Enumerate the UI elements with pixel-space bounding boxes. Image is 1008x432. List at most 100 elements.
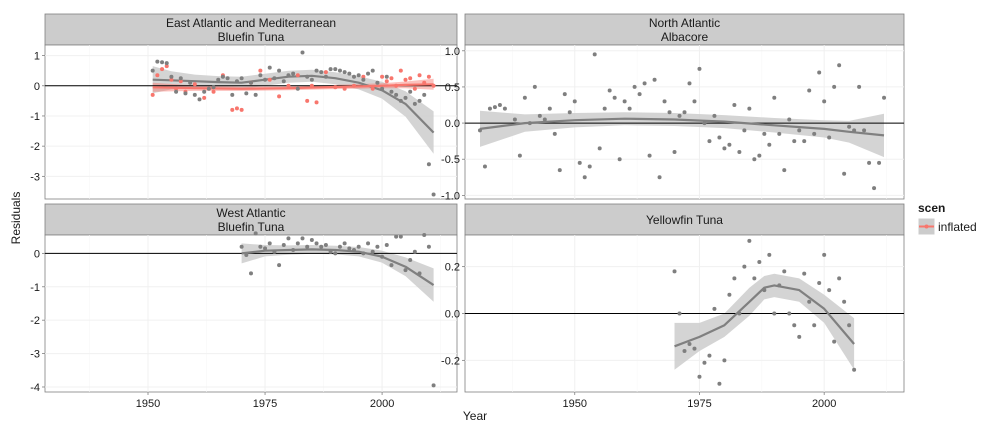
data-point bbox=[787, 117, 792, 122]
data-point bbox=[657, 175, 662, 180]
data-point bbox=[281, 243, 286, 248]
y-tick-label: -2 bbox=[30, 141, 40, 153]
x-axis-title: Year bbox=[463, 409, 487, 423]
data-point bbox=[717, 381, 722, 386]
y-axis-ticks: 0.2 0.0 -0.2 bbox=[441, 262, 465, 367]
data-point bbox=[206, 86, 211, 91]
data-point bbox=[847, 323, 852, 328]
data-point bbox=[577, 160, 582, 165]
data-point-inflated bbox=[178, 79, 183, 84]
data-point-inflated bbox=[155, 73, 160, 78]
y-tick-label: 0 bbox=[34, 81, 40, 93]
data-point bbox=[527, 121, 532, 126]
data-point bbox=[747, 106, 752, 111]
data-point bbox=[882, 95, 887, 100]
data-point bbox=[183, 91, 188, 96]
data-point bbox=[375, 80, 380, 85]
data-point bbox=[174, 89, 179, 94]
data-point bbox=[286, 236, 291, 241]
data-point bbox=[737, 311, 742, 316]
data-point bbox=[592, 52, 597, 57]
data-point bbox=[842, 171, 847, 176]
panel-north-atlantic-albacore: North Atlantic Albacore 1.0 0.5 0.0 -0.5 -1.… bbox=[441, 13, 905, 202]
data-point bbox=[617, 157, 622, 162]
panel-title-line-1: Yellowfin Tuna bbox=[646, 213, 723, 227]
data-point bbox=[384, 243, 389, 248]
data-point bbox=[607, 88, 612, 93]
data-point bbox=[431, 383, 436, 388]
y-tick-label: -4 bbox=[30, 382, 40, 394]
data-point bbox=[517, 153, 522, 158]
data-point bbox=[762, 131, 767, 136]
data-point-inflated bbox=[417, 73, 422, 78]
data-point bbox=[702, 121, 707, 126]
y-tick-label: 1.0 bbox=[445, 46, 460, 58]
x-tick-label: 1950 bbox=[563, 398, 587, 410]
data-point-inflated bbox=[403, 77, 408, 82]
data-point bbox=[782, 168, 787, 173]
data-point bbox=[562, 92, 567, 97]
data-point bbox=[867, 160, 872, 165]
y-tick-label: -2 bbox=[30, 315, 40, 327]
data-point bbox=[642, 81, 647, 86]
data-point bbox=[352, 248, 356, 253]
panel-title-line-1: North Atlantic bbox=[649, 16, 720, 30]
data-point-inflated bbox=[277, 94, 282, 99]
data-point bbox=[697, 374, 702, 379]
panel-west-atlantic-bluefin: West Atlantic Bluefin Tuna 0 -1 -2 -3 -4 bbox=[30, 203, 458, 394]
data-point bbox=[627, 106, 632, 111]
data-point bbox=[567, 110, 572, 115]
data-point bbox=[802, 271, 807, 276]
data-point bbox=[300, 50, 305, 55]
data-point bbox=[547, 106, 552, 111]
data-point bbox=[211, 85, 216, 90]
data-point bbox=[767, 252, 772, 257]
strip-background bbox=[464, 13, 905, 46]
data-point bbox=[347, 71, 352, 76]
data-point bbox=[281, 79, 286, 84]
data-point bbox=[417, 271, 422, 276]
data-point bbox=[202, 89, 207, 94]
data-point bbox=[827, 288, 832, 293]
legend-label-inflated: inflated bbox=[938, 220, 977, 234]
data-point bbox=[717, 135, 722, 140]
data-point bbox=[356, 244, 361, 249]
data-point bbox=[258, 244, 263, 249]
y-axis-ticks: 1 0 -1 -2 -3 bbox=[30, 51, 45, 183]
data-point bbox=[272, 249, 277, 254]
data-point bbox=[692, 99, 697, 104]
data-point bbox=[300, 236, 305, 241]
data-points bbox=[150, 50, 436, 197]
data-point bbox=[160, 60, 165, 65]
data-points bbox=[477, 52, 887, 191]
data-point bbox=[537, 113, 542, 118]
data-point bbox=[612, 95, 617, 100]
data-point bbox=[291, 248, 296, 253]
data-point-inflated bbox=[408, 76, 413, 81]
data-point bbox=[244, 253, 249, 258]
panel-title-line-2: Bluefin Tuna bbox=[218, 30, 285, 44]
data-point bbox=[422, 92, 427, 97]
data-point bbox=[225, 76, 230, 81]
data-point bbox=[323, 243, 328, 248]
data-point bbox=[295, 86, 300, 91]
data-point bbox=[757, 153, 762, 158]
data-point-inflated bbox=[389, 76, 394, 81]
data-point bbox=[333, 251, 338, 256]
data-point bbox=[477, 128, 482, 133]
data-point bbox=[777, 283, 782, 288]
data-point bbox=[370, 68, 375, 73]
data-point-inflated bbox=[305, 98, 310, 103]
x-tick-label: 1975 bbox=[253, 398, 277, 410]
smooth-line bbox=[479, 117, 885, 137]
data-point bbox=[807, 299, 812, 304]
data-point bbox=[512, 117, 517, 122]
data-point bbox=[277, 263, 282, 268]
data-point bbox=[697, 66, 702, 71]
data-point bbox=[408, 89, 413, 94]
y-tick-label: -3 bbox=[30, 171, 40, 183]
data-point bbox=[557, 168, 562, 173]
data-point bbox=[802, 139, 807, 144]
data-point-inflated bbox=[211, 89, 216, 94]
panel-east-atlantic-bluefin: East Atlantic and Mediterranean Bluefin … bbox=[30, 13, 458, 200]
